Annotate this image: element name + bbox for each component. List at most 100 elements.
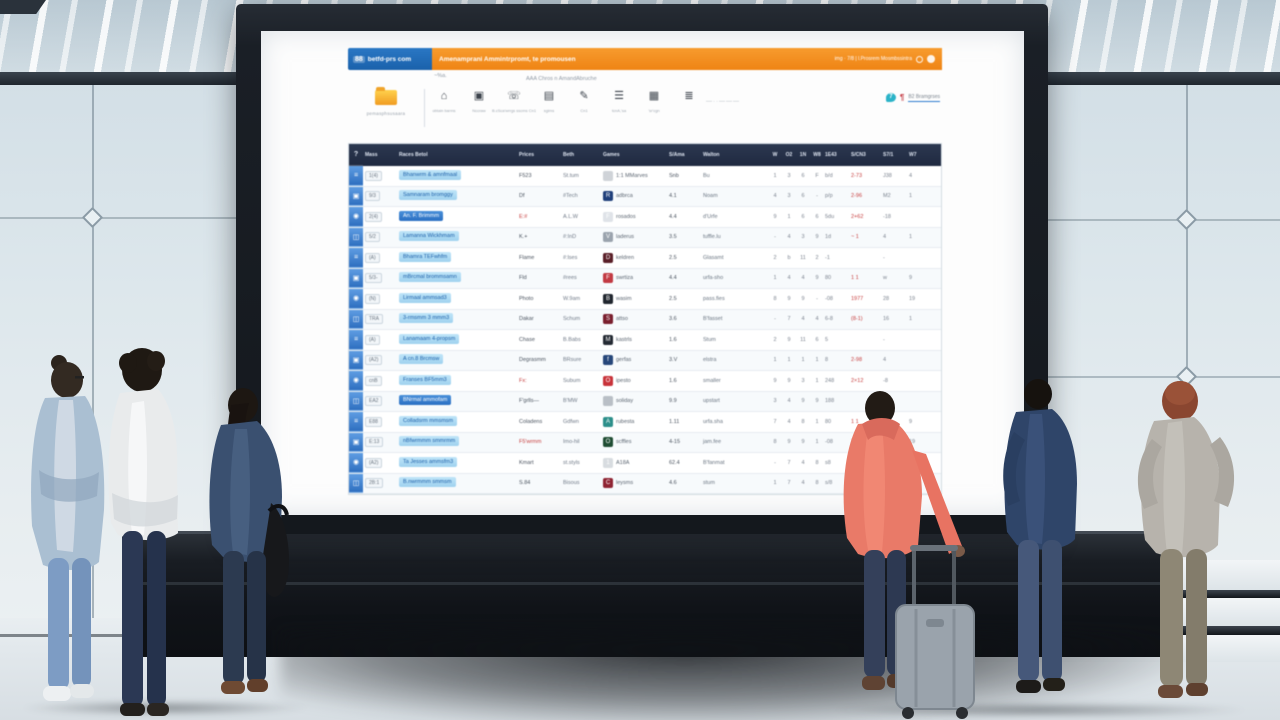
column-header[interactable]: 1N <box>799 152 807 158</box>
row-action-icon[interactable]: ◫ <box>349 391 363 411</box>
row-action-icon[interactable]: ≡ <box>349 330 363 350</box>
row-action-icon[interactable]: ◫ <box>349 473 363 493</box>
site-logo[interactable]: 88 betfd-prs com <box>348 48 432 70</box>
row-action-icon[interactable]: ≡ <box>349 248 363 268</box>
value-cell: 4.4 <box>669 213 677 220</box>
column-header[interactable]: S/CN3 <box>851 152 866 158</box>
column-header[interactable]: S/Ama <box>669 152 685 158</box>
name-link[interactable]: Bhanwrm & amnfmaal <box>399 169 462 180</box>
status-cell: Bu <box>703 172 710 179</box>
toolbar-item-phone[interactable]: ☏ B.cSca'wrrgs sscms Cn1 <box>492 89 536 113</box>
runner-number: 9/3 <box>363 191 397 202</box>
stat-cell: 2 <box>773 336 777 343</box>
team-name: adbrca <box>616 193 633 200</box>
name-link[interactable]: nBfwrmmm smmrmm <box>399 436 460 447</box>
toolbar-item-list[interactable]: ☰ tcnA,'sa <box>606 89 632 113</box>
row-action-icon[interactable]: ▣ <box>349 186 363 206</box>
column-header[interactable]: Games <box>603 152 620 158</box>
name-link[interactable]: Ta Jesses ammsfm3 <box>399 456 458 467</box>
toolbar-item-refresh[interactable]: ▣ Nccraw <box>466 89 492 113</box>
odds-cell[interactable]: (8-1) <box>851 316 863 323</box>
stat-cell: 9 <box>773 377 777 384</box>
row-action-icon[interactable]: ≡ <box>349 412 363 432</box>
toolbar-item-card[interactable]: ≣ <box>676 89 702 113</box>
table-row[interactable]: ◉ (A2) Ta Jesses ammsfm3 Kmart st.styls 1 A18A… <box>349 453 941 474</box>
name-link[interactable]: mBrcmal brommsamn <box>399 272 461 283</box>
row-action-icon[interactable]: ◉ <box>349 453 363 473</box>
name-link[interactable]: Lamanna Wickhmam <box>399 231 459 242</box>
name-link[interactable]: Lanamaam 4-propsm <box>399 333 460 344</box>
column-header[interactable]: Prices <box>519 152 535 158</box>
row-action-icon[interactable]: ≡ <box>349 166 363 186</box>
column-header[interactable]: Races Betol <box>399 152 428 158</box>
name-link[interactable]: Bhamra TEFwhfm <box>399 251 452 262</box>
odds-cell[interactable]: 2-96 <box>851 193 863 200</box>
bell-icon[interactable] <box>927 55 935 63</box>
column-header[interactable]: ? <box>349 144 363 166</box>
partner-logo-teal-icon[interactable]: 7 <box>885 93 896 102</box>
odds-cell[interactable]: 2+62 <box>851 213 864 220</box>
name-link[interactable]: Lirmaal ammsad3 <box>399 292 451 303</box>
odds-cell[interactable]: 2-98 <box>851 357 863 364</box>
row-action-icon[interactable]: ▣ <box>349 432 363 452</box>
subnav-center-link[interactable]: AAA Chros n AmandAbruche <box>526 76 597 82</box>
name-link[interactable]: BNrmal ammofam <box>399 395 452 406</box>
name-link[interactable]: B.nwrmmm smmsm <box>399 477 456 488</box>
odds-cell[interactable]: 1 1 <box>851 418 859 425</box>
row-action-icon[interactable]: ◉ <box>349 371 363 391</box>
column-header[interactable]: S7/1 <box>883 152 894 158</box>
odds-cell[interactable]: ~ 1 <box>851 234 859 241</box>
column-header[interactable]: W7 <box>909 152 917 158</box>
name-link[interactable]: Colladsrm mmsmsm <box>399 415 458 426</box>
row-action-icon[interactable]: ▣ <box>349 350 363 370</box>
toolbar-home[interactable]: pemasphsusaara <box>348 87 424 116</box>
column-header[interactable]: W <box>772 152 778 158</box>
column-header[interactable]: Walton <box>703 152 720 158</box>
table-row[interactable]: ≡ 1(4) Bhanwrm & amnfmaal F523 St.tum 1:1 MMa… <box>349 166 941 187</box>
odds-cell[interactable]: 2-73 <box>851 172 863 179</box>
name-link[interactable]: A cn.8 Brcmsw <box>399 354 444 365</box>
toolbar-item-label: sgims <box>543 108 555 113</box>
promo-banner[interactable]: Amenamprani Ammintrpromt, te promousen i… <box>432 48 942 70</box>
partner-logo-red-icon[interactable]: ¶ <box>899 93 905 102</box>
column-header[interactable]: Mass <box>365 152 378 158</box>
name-cell: Ta Jesses ammsfm3 <box>397 456 517 469</box>
odds-cell[interactable]: 1 1 <box>851 275 859 282</box>
toolbar-item-browse[interactable]: ⌂ obtain barms <box>431 89 457 113</box>
row-action-icon[interactable]: ◉ <box>349 207 363 227</box>
toolbar-item-edit[interactable]: ✎ Cn1 <box>571 89 597 113</box>
name-link[interactable]: An. F. Brimmm <box>399 210 444 221</box>
table-row[interactable]: ◫ EA2 BNrmal ammofam F'grlls— B'MW soliday 9.9… <box>349 391 941 412</box>
odds-cell[interactable]: 1977 <box>851 295 864 302</box>
odds-cell[interactable]: 2×12 <box>851 377 864 384</box>
user-icon[interactable] <box>916 55 923 63</box>
toolbar-item-grid[interactable]: ▦ 'sr'cgn <box>641 89 667 113</box>
name-link[interactable]: 3-rmsmm 3 mmm3 <box>399 313 454 324</box>
row-action-icon[interactable]: ◫ <box>349 309 363 329</box>
column-header[interactable]: Beth <box>563 152 575 158</box>
toolbar-item-stats[interactable]: ▤ sgims <box>536 89 562 113</box>
table-row[interactable]: ▣ (A2) A cn.8 Brcmsw Degrasmm BRsure f gerfas 3… <box>349 350 941 371</box>
status-cell: urfa-sho <box>703 275 724 282</box>
column-header[interactable]: O2 <box>785 152 793 158</box>
row-action-icon[interactable]: ◫ <box>349 227 363 247</box>
row-action-icon[interactable]: ◉ <box>349 289 363 309</box>
partner-logo-text[interactable]: B2 Bramgrses <box>908 93 940 102</box>
column-header[interactable]: W8 <box>813 152 821 158</box>
name-link[interactable]: Samnaram bromggy <box>399 190 457 201</box>
row-action-icon[interactable]: ▣ <box>349 268 363 288</box>
name-link[interactable]: Franses BF5mm3 <box>399 374 451 385</box>
column-header[interactable]: 1E43 <box>825 152 837 158</box>
